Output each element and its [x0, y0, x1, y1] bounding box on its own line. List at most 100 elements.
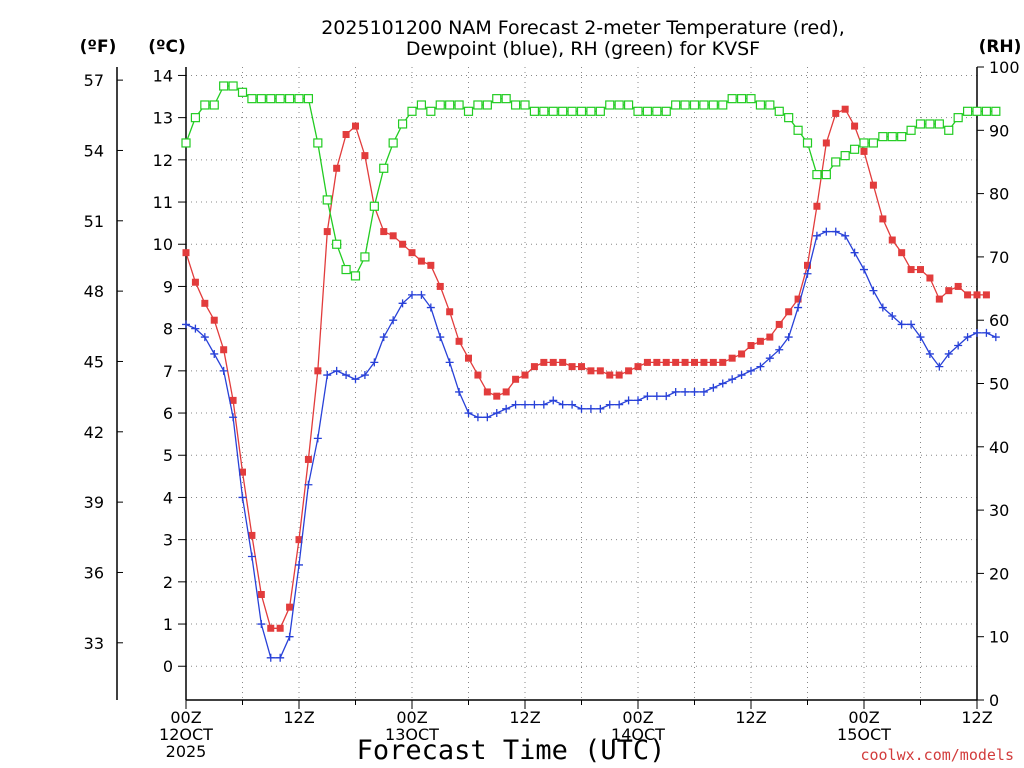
temperature-point — [323, 228, 331, 236]
temperature-point — [540, 358, 548, 366]
dewpoint-point — [596, 404, 605, 413]
dewpoint-point — [304, 480, 313, 489]
rh-tick-label: 100 — [989, 58, 1020, 77]
temperature-point — [785, 308, 793, 316]
dewpoint-point — [690, 387, 699, 396]
dewpoint-point — [765, 354, 774, 363]
temperature-point — [455, 337, 463, 345]
rh-point — [878, 132, 888, 142]
rh-tick-label: 90 — [989, 121, 1009, 140]
dewpoint-point — [568, 400, 577, 409]
celsius-tick-label: 5 — [163, 446, 173, 465]
dewpoint-point — [831, 227, 840, 236]
time-tick-label: 12Z — [735, 708, 766, 727]
dewpoint-point — [954, 341, 963, 350]
rh-point — [360, 252, 370, 262]
temperature-point — [766, 333, 774, 341]
temperature-point — [888, 236, 896, 244]
rh-point — [708, 100, 718, 110]
rh-point — [774, 106, 784, 116]
rh-point — [576, 106, 587, 116]
dewpoint-point — [483, 413, 492, 422]
celsius-tick-label: 8 — [163, 320, 173, 339]
celsius-tick-label: 6 — [163, 404, 173, 423]
dewpoint-point — [549, 396, 558, 405]
temperature-point — [907, 266, 915, 274]
fahrenheit-tick-label: 36 — [84, 563, 104, 582]
rh-point — [463, 106, 474, 116]
rh-point — [209, 100, 219, 110]
dewpoint-point — [266, 653, 275, 662]
dewpoint-point — [897, 320, 906, 329]
rh-point — [972, 106, 982, 116]
temperature-point — [634, 363, 642, 371]
temperature-point — [662, 358, 670, 366]
dewpoint-point — [822, 227, 831, 236]
temperature-point — [653, 358, 661, 366]
temperature-point — [756, 337, 764, 345]
dewpoint-point — [511, 400, 520, 409]
temperature-point — [521, 371, 529, 379]
rh-point — [915, 119, 926, 129]
dewpoint-point — [577, 404, 586, 413]
temperature-point — [775, 320, 783, 328]
rh-point — [793, 125, 803, 135]
dewpoint-point — [963, 333, 972, 342]
temperature-point — [879, 215, 887, 223]
rh-point — [661, 106, 671, 116]
temperature-point — [672, 358, 680, 366]
dewpoint-point — [907, 320, 916, 329]
dewpoint-point — [521, 400, 529, 409]
dewpoint-point — [389, 316, 398, 325]
dewpoint-point — [973, 328, 981, 337]
temperature-point — [201, 299, 209, 307]
temperature-line — [185, 108, 987, 629]
dewpoint-point — [323, 371, 332, 380]
rh-point — [897, 132, 907, 142]
temperature-point — [229, 396, 237, 404]
rh-point — [397, 119, 408, 129]
rh-unit-label: (RH) — [979, 37, 1022, 57]
temperature-point — [342, 131, 350, 139]
rh-point — [369, 201, 379, 211]
temperature-point — [502, 388, 510, 396]
fahrenheit-tick-label: 54 — [84, 141, 104, 160]
temperature-point — [549, 358, 557, 366]
temperature-point — [408, 249, 416, 257]
temperature-point — [191, 278, 199, 286]
dewpoint-point — [756, 362, 765, 371]
time-tick-label: 12Z — [509, 708, 540, 727]
rh-point — [529, 106, 540, 116]
dewpoint-point — [944, 349, 953, 358]
dewpoint-point — [436, 333, 445, 342]
rh-point — [831, 157, 841, 167]
dewpoint-point — [982, 328, 991, 337]
rh-point — [868, 138, 879, 148]
dewpoint-point — [455, 387, 464, 396]
rh-point — [812, 170, 822, 180]
temperature-point — [578, 363, 585, 371]
temperature-point — [333, 164, 341, 172]
temperature-point — [860, 147, 868, 155]
temperature-point — [643, 358, 651, 366]
rh-point — [718, 100, 728, 110]
dewpoint-point — [342, 371, 351, 380]
rh-point — [539, 106, 549, 116]
rh-point — [322, 195, 332, 205]
dewpoint-point — [643, 392, 652, 401]
axis-ticks: 0123456789101112131433363942454851545701… — [84, 58, 1020, 761]
temperature-point — [248, 531, 256, 539]
time-tick-label-line: 13OCT — [385, 725, 439, 744]
rh-point — [303, 94, 314, 104]
time-tick-label: 00Z 14OCT — [611, 708, 665, 744]
grid-lines — [186, 67, 977, 700]
temperature-point — [276, 624, 284, 632]
dewpoint-point — [398, 299, 407, 308]
temperature-point — [380, 228, 388, 236]
rh-point — [510, 100, 521, 110]
temperature-point — [625, 367, 633, 375]
rh-point — [388, 138, 398, 148]
temperature-point — [982, 291, 990, 299]
temperature-point — [954, 282, 962, 290]
dewpoint-point — [869, 286, 878, 295]
